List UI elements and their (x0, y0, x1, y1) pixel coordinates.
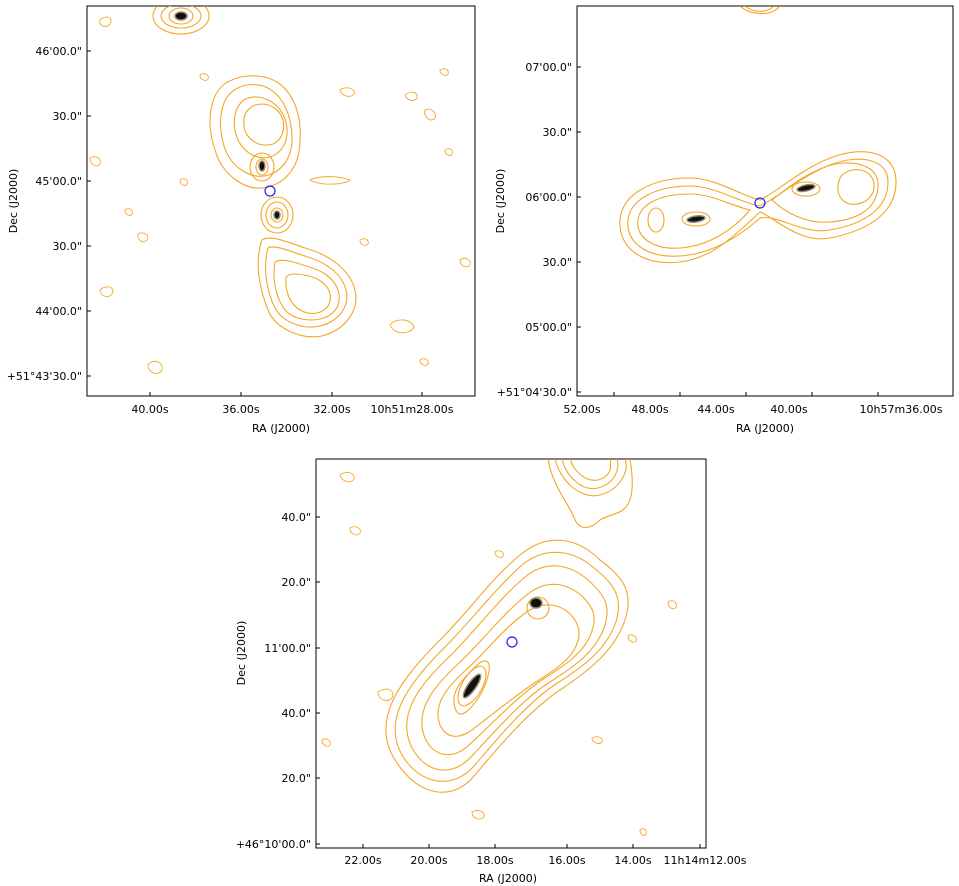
panel-top-right: 52.00s 48.00s 44.00s 40.00s 10h57m36.00s… (494, 5, 954, 435)
y-axis-label: Dec (J2000) (7, 169, 20, 234)
panel-frame (576, 5, 954, 397)
optical-galaxy (258, 160, 266, 172)
optical-galaxy (796, 183, 816, 193)
x-tick-label: 44.00s (697, 403, 734, 416)
optical-galaxy (174, 11, 188, 21)
x-axis-label: RA (J2000) (479, 872, 537, 885)
x-tick-label: 52.00s (563, 403, 600, 416)
y-tick-label: 46'00.0" (35, 45, 82, 58)
x-tick-label: 18.00s (476, 854, 513, 867)
y-axis-label: Dec (J2000) (494, 169, 507, 234)
host-marker (754, 197, 766, 209)
panel-top-left: 40.00s 36.00s 32.00s 10h51m28.00s RA (J2… (7, 5, 476, 435)
host-marker (264, 185, 276, 197)
y-tick-label: 07'00.0" (525, 61, 572, 74)
y-tick-label: +51°43'30.0" (7, 370, 82, 383)
y-tick-label: 05'00.0" (525, 321, 572, 334)
x-tick-label: 20.00s (410, 854, 447, 867)
x-tick-label: 40.00s (131, 403, 168, 416)
optical-galaxy (273, 210, 281, 220)
x-tick-label: 36.00s (222, 403, 259, 416)
optical-galaxy (529, 597, 543, 609)
y-tick-label: 20.0" (281, 576, 311, 589)
x-tick-label: 11h14m12.00s (664, 854, 747, 867)
radio-contours (619, 6, 897, 264)
host-marker (506, 636, 518, 648)
optical-galaxy (462, 673, 482, 699)
y-tick-label: +51°04'30.0" (497, 386, 572, 399)
x-axis-label: RA (J2000) (736, 422, 794, 435)
y-tick-label: +46°10'00.0" (236, 838, 311, 851)
x-tick-label: 22.00s (344, 854, 381, 867)
y-tick-label: 45'00.0" (35, 175, 82, 188)
x-axis-label: RA (J2000) (252, 422, 310, 435)
radio-contours (321, 459, 677, 836)
y-tick-label: 20.0" (281, 772, 311, 785)
panel-bottom: 22.00s 20.00s 18.00s 16.00s 14.00s 11h14… (235, 458, 747, 885)
y-tick-label: 30.0" (542, 256, 572, 269)
x-tick-label: 48.00s (631, 403, 668, 416)
y-tick-label: 06'00.0" (525, 191, 572, 204)
x-tick-label: 16.00s (548, 854, 585, 867)
y-tick-label: 30.0" (52, 240, 82, 253)
x-tick-label: 10h51m28.00s (371, 403, 454, 416)
y-axis-label: Dec (J2000) (235, 621, 248, 686)
y-tick-label: 11'00.0" (264, 642, 311, 655)
y-tick-label: 30.0" (52, 110, 82, 123)
x-tick-label: 10h57m36.00s (860, 403, 943, 416)
y-tick-label: 40.0" (281, 511, 311, 524)
x-tick-label: 32.00s (313, 403, 350, 416)
radio-contours (89, 6, 471, 374)
y-tick-label: 30.0" (542, 126, 572, 139)
x-tick-label: 14.00s (614, 854, 651, 867)
y-tick-label: 40.0" (281, 707, 311, 720)
optical-galaxy (686, 215, 706, 223)
panel-frame (315, 458, 707, 849)
y-tick-label: 44'00.0" (35, 305, 82, 318)
panel-frame (86, 5, 476, 397)
x-tick-label: 40.00s (770, 403, 807, 416)
